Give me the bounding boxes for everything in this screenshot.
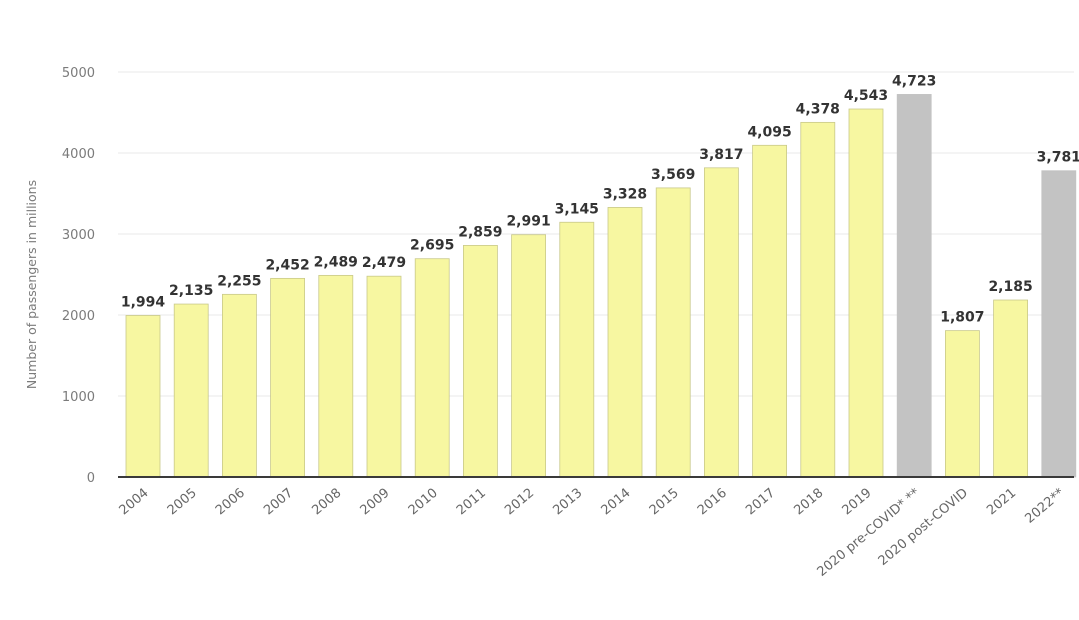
y-tick-label: 1000: [62, 390, 95, 405]
bar-2004: [125, 315, 161, 478]
bar-2008: [318, 274, 354, 478]
data-label: 4,378: [796, 101, 840, 117]
data-label: 1,994: [121, 294, 166, 310]
bar-2014: [607, 207, 643, 478]
x-tick-label: 2004: [117, 486, 152, 519]
data-label: 4,095: [747, 124, 791, 140]
data-label: 3,145: [555, 201, 599, 217]
bar-2010: [414, 258, 450, 478]
x-tick-label: 2010: [406, 486, 441, 519]
data-label: 3,781: [1037, 150, 1079, 166]
y-tick-label: 5000: [62, 66, 95, 81]
bar-2020-pre-covid: [896, 94, 932, 478]
bar-2006: [221, 293, 257, 478]
bar-2005: [173, 303, 209, 478]
bar-2020-post-covid: [945, 330, 980, 478]
data-label: 2,859: [458, 224, 502, 240]
x-axis-ticks: 2004 2005 2006 2007 2008 2009 2010 2011 2012 2013…: [117, 485, 1068, 580]
data-label: 3,569: [651, 167, 695, 183]
data-label: 3,328: [603, 186, 647, 202]
x-tick-label: 2012: [502, 486, 537, 519]
y-tick-label: 4000: [62, 147, 95, 162]
bar-2013: [559, 221, 595, 478]
x-tick-label: 2009: [358, 486, 393, 519]
y-axis-label: Number of passengers in millions: [24, 180, 39, 389]
data-label: 2,991: [506, 214, 550, 230]
bar-2021: [993, 299, 1028, 478]
bars: [125, 94, 1077, 478]
x-tick-label: 2020 post-COVID: [876, 486, 971, 569]
x-tick-label: 2016: [695, 486, 730, 519]
bar-2016: [704, 167, 739, 478]
bar-2011: [462, 245, 498, 478]
x-tick-label: 2017: [743, 486, 778, 519]
bar-2017: [752, 144, 787, 478]
x-tick-label: 2006: [213, 486, 248, 519]
x-tick-label: 2005: [165, 486, 200, 519]
x-tick-label: 2019: [840, 486, 875, 519]
y-tick-label: 3000: [62, 228, 95, 243]
x-tick-label: 2014: [599, 486, 634, 519]
data-label: 2,452: [265, 257, 309, 273]
bar-2015: [655, 187, 691, 478]
bar-2009: [366, 275, 402, 478]
bar-2022: [1041, 170, 1077, 478]
x-tick-label: 2008: [309, 486, 344, 519]
x-tick-label: 2018: [791, 486, 826, 519]
bar-2007: [270, 277, 306, 478]
bar-2012: [511, 234, 547, 478]
bar-2018: [800, 121, 836, 478]
data-label: 4,543: [844, 88, 888, 104]
x-tick-label: 2007: [261, 486, 296, 519]
data-label: 4,723: [892, 73, 936, 89]
x-tick-label: 2015: [647, 486, 682, 519]
data-label: 2,255: [217, 273, 261, 289]
x-tick-label: 2022**: [1022, 485, 1067, 526]
data-label: 3,817: [699, 147, 743, 163]
x-tick-label: 2013: [550, 486, 585, 519]
data-label: 2,695: [410, 238, 454, 254]
y-tick-label: 2000: [62, 309, 95, 324]
data-label: 2,479: [362, 255, 406, 271]
x-tick-label: 2021: [984, 486, 1019, 519]
y-axis-ticks: 0 1000 2000 3000 4000 5000: [62, 66, 95, 486]
data-label: 2,135: [169, 283, 213, 299]
data-label: 2,489: [314, 254, 358, 270]
y-tick-label: 0: [87, 471, 95, 486]
bar-2019: [848, 108, 884, 478]
x-tick-label: 2011: [454, 486, 489, 519]
data-label: 1,807: [940, 310, 984, 326]
data-label: 2,185: [988, 279, 1032, 295]
